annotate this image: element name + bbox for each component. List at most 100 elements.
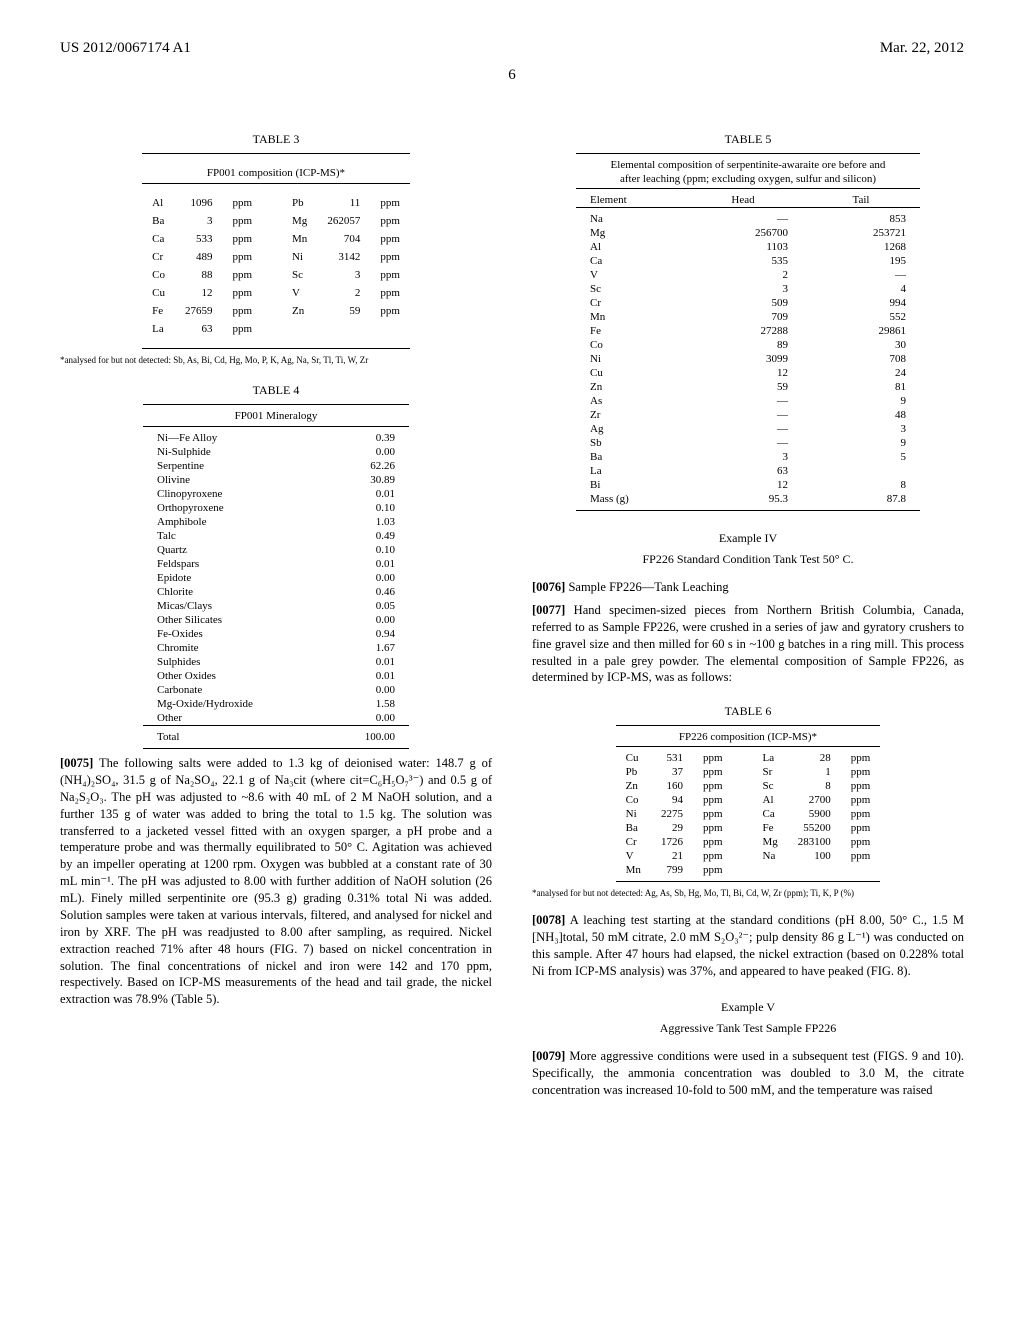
table-row: Epidote0.00: [143, 571, 409, 585]
table5-caption-line1: Elemental composition of serpentinite-aw…: [576, 158, 920, 172]
table5-header-tail: Tail: [802, 193, 920, 208]
table-row: Cr509994: [576, 296, 920, 310]
example5-title: Example V: [532, 1000, 964, 1015]
table3: FP001 composition (ICP-MS)* Al1096ppmPb1…: [142, 153, 410, 349]
paragraph-78: [0078] A leaching test starting at the s…: [532, 912, 964, 980]
table6-footnote: *analysed for but not detected: Ag, As, …: [532, 888, 964, 898]
table-row: Ni—Fe Alloy0.39: [143, 431, 409, 445]
example4-subtitle: FP226 Standard Condition Tank Test 50° C…: [532, 552, 964, 567]
table-row: Na—853: [576, 212, 920, 226]
table-row: As—9: [576, 394, 920, 408]
table5-label: TABLE 5: [532, 132, 964, 147]
table-row: Quartz0.10: [143, 543, 409, 557]
table5: Elemental composition of serpentinite-aw…: [576, 153, 920, 511]
table-row: Mg-Oxide/Hydroxide1.58: [143, 697, 409, 711]
table-row: Amphibole1.03: [143, 515, 409, 529]
para-num-78: [0078]: [532, 913, 565, 927]
table4-caption: FP001 Mineralogy: [143, 409, 409, 427]
table-row: Al1096ppmPb11ppm: [142, 194, 410, 212]
table-row: Olivine30.89: [143, 473, 409, 487]
table4: FP001 Mineralogy Ni—Fe Alloy0.39Ni-Sulph…: [143, 404, 409, 749]
table-row: V21ppmNa100ppm: [616, 849, 881, 863]
table-row: Cr1726ppmMg283100ppm: [616, 835, 881, 849]
table-row: V2—: [576, 268, 920, 282]
table-row: Other Silicates0.00: [143, 613, 409, 627]
table-row: Sb—9: [576, 436, 920, 450]
table-row: Sulphides0.01: [143, 655, 409, 669]
table-row: Fe27659ppmZn59ppm: [142, 302, 410, 320]
table-row: Sc34: [576, 282, 920, 296]
table-row: Fe2728829861: [576, 324, 920, 338]
para-num-77: [0077]: [532, 603, 565, 617]
table-row: Ca533ppmMn704ppm: [142, 230, 410, 248]
para-77-text: Hand specimen-sized pieces from Northern…: [532, 603, 964, 685]
table-row: Chromite1.67: [143, 641, 409, 655]
table-row: Micas/Clays0.05: [143, 599, 409, 613]
table4-total-label: Total: [143, 730, 321, 744]
table-row: Ni-Sulphide0.00: [143, 445, 409, 459]
para-79-text: More aggressive conditions were used in …: [532, 1049, 964, 1097]
para-num-76: [0076]: [532, 580, 565, 594]
table-row: Ag—3: [576, 422, 920, 436]
paragraph-75: [0075] The following salts were added to…: [60, 755, 492, 1008]
para-78-text: A leaching test starting at the standard…: [532, 913, 964, 978]
table-row: Serpentine62.26: [143, 459, 409, 473]
table-row: Talc0.49: [143, 529, 409, 543]
table3-footnote: *analysed for but not detected: Sb, As, …: [60, 355, 492, 365]
table-row: Zr—48: [576, 408, 920, 422]
table-row: Orthopyroxene0.10: [143, 501, 409, 515]
table-row: Mn799ppm: [616, 863, 881, 877]
table-row: Ba35: [576, 450, 920, 464]
table5-header-head: Head: [684, 193, 802, 208]
table-row: La63ppm: [142, 320, 410, 338]
table-row: Al11031268: [576, 240, 920, 254]
publication-date: Mar. 22, 2012: [880, 40, 964, 57]
para-76-text: Sample FP226—Tank Leaching: [565, 580, 728, 594]
paragraph-77: [0077] Hand specimen-sized pieces from N…: [532, 602, 964, 686]
table-row: Chlorite0.46: [143, 585, 409, 599]
table-row: Cr489ppmNi3142ppm: [142, 248, 410, 266]
table-row: Fe-Oxides0.94: [143, 627, 409, 641]
paragraph-76: [0076] Sample FP226—Tank Leaching: [532, 579, 964, 596]
table-row: Co94ppmAl2700ppm: [616, 793, 881, 807]
para-num-75: [0075]: [60, 756, 93, 770]
table-row: Zn5981: [576, 380, 920, 394]
table-row: Ba3ppmMg262057ppm: [142, 212, 410, 230]
table4-label: TABLE 4: [60, 383, 492, 398]
left-column: TABLE 3 FP001 composition (ICP-MS)* Al10…: [60, 114, 492, 1104]
table-row: Co8930: [576, 338, 920, 352]
right-column: TABLE 5 Elemental composition of serpent…: [532, 114, 964, 1104]
page-number: 6: [60, 67, 964, 84]
publication-number: US 2012/0067174 A1: [60, 40, 191, 57]
table-row: Cu531ppmLa28ppm: [616, 751, 881, 765]
table5-header-element: Element: [576, 193, 684, 208]
table-row: Bi128: [576, 478, 920, 492]
paragraph-79: [0079] More aggressive conditions were u…: [532, 1048, 964, 1099]
table-row: Cu12ppmV2ppm: [142, 284, 410, 302]
table6-label: TABLE 6: [532, 704, 964, 719]
table6-caption: FP226 composition (ICP-MS)*: [616, 730, 881, 747]
table-row: Ni2275ppmCa5900ppm: [616, 807, 881, 821]
para-75-text: The following salts were added to 1.3 kg…: [60, 756, 492, 1006]
table-row: Clinopyroxene0.01: [143, 487, 409, 501]
example4-title: Example IV: [532, 531, 964, 546]
table-row: Carbonate0.00: [143, 683, 409, 697]
table-row: Zn160ppmSc8ppm: [616, 779, 881, 793]
table5-caption-line2: after leaching (ppm; excluding oxygen, s…: [576, 172, 920, 189]
table-row: Ca535195: [576, 254, 920, 268]
table-row: La63: [576, 464, 920, 478]
table-row: Other Oxides0.01: [143, 669, 409, 683]
table-row: Pb37ppmSr1ppm: [616, 765, 881, 779]
table3-label: TABLE 3: [60, 132, 492, 147]
table-row: Mass (g)95.387.8: [576, 492, 920, 506]
table3-caption: FP001 composition (ICP-MS)*: [142, 164, 410, 184]
table-row: Mg256700253721: [576, 226, 920, 240]
table-row: Ba29ppmFe55200ppm: [616, 821, 881, 835]
table-row: Co88ppmSc3ppm: [142, 266, 410, 284]
table-row: Cu1224: [576, 366, 920, 380]
table-row: Feldspars0.01: [143, 557, 409, 571]
table-row: Other0.00: [143, 711, 409, 726]
table-row: Mn709552: [576, 310, 920, 324]
table6: FP226 composition (ICP-MS)* Cu531ppmLa28…: [616, 725, 881, 882]
example5-subtitle: Aggressive Tank Test Sample FP226: [532, 1021, 964, 1036]
